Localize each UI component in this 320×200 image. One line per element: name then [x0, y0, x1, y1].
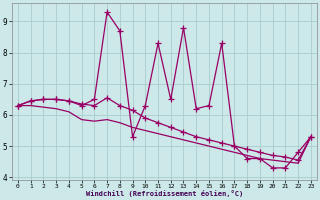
X-axis label: Windchill (Refroidissement éolien,°C): Windchill (Refroidissement éolien,°C) [86, 190, 243, 197]
